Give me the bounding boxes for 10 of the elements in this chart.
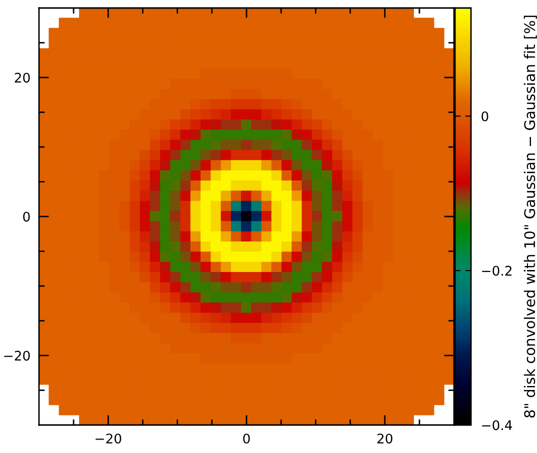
y-tick-label: 20	[14, 72, 30, 83]
color-bar-label: −0.4	[482, 420, 512, 430]
color-bar-title: 8" disk convolved with 10" Gaussian − Gaussian fit [%]	[524, 16, 537, 418]
x-tick-label: −20	[96, 434, 122, 444]
y-tick-label: 0	[23, 212, 30, 222]
y-tick-label: −20	[4, 350, 30, 361]
color-bar-label: −0.2	[482, 266, 512, 276]
x-tick-label: 0	[243, 434, 250, 444]
x-tick-label: 20	[377, 434, 392, 444]
color-bar-label: 0	[482, 111, 488, 122]
